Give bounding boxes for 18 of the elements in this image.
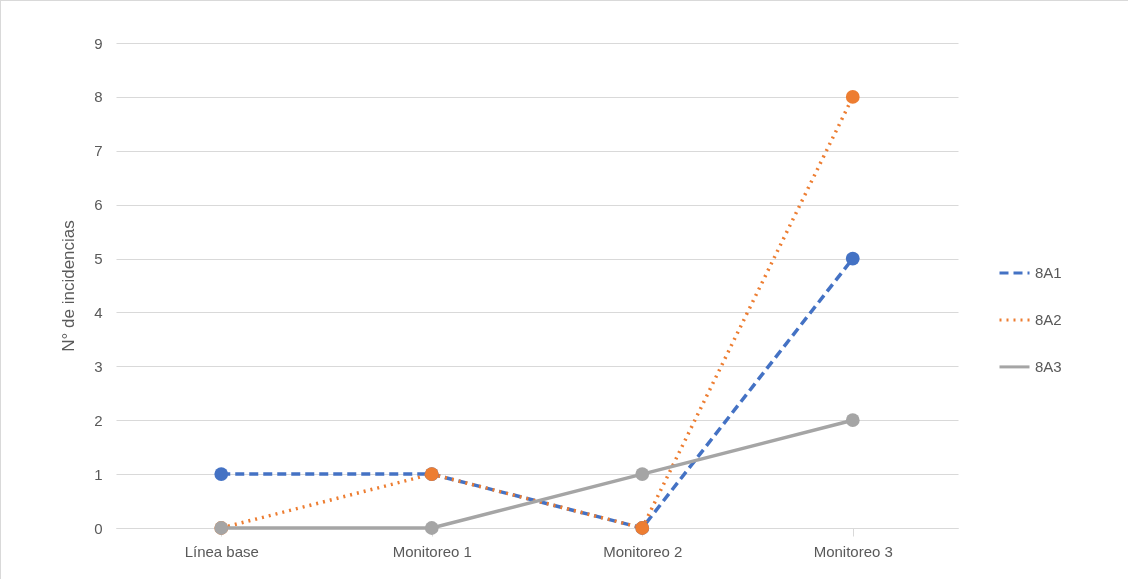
y-tick-label: 4 <box>94 303 103 321</box>
y-tick-label: 6 <box>94 196 103 214</box>
y-tick-label: 8 <box>94 88 103 106</box>
y-axis-title: N° de incidencias <box>59 220 79 352</box>
x-tick-label: Monitoreo 3 <box>813 542 893 560</box>
y-tick-label: 2 <box>94 411 103 429</box>
y-tick-label: 0 <box>94 519 103 537</box>
x-tick-label: Monitoreo 1 <box>392 542 472 560</box>
y-tick-label: 1 <box>94 465 103 483</box>
x-tick-label: Monitoreo 2 <box>603 542 683 560</box>
x-tick-label: Línea base <box>184 542 259 560</box>
y-tick-label: 9 <box>94 34 103 52</box>
legend-label: 8A1 <box>1035 263 1062 281</box>
legend-label: 8A2 <box>1035 310 1062 328</box>
y-tick-label: 3 <box>94 357 103 375</box>
y-tick-label: 5 <box>94 250 103 268</box>
legend-label: 8A3 <box>1035 357 1062 375</box>
y-tick-label: 7 <box>94 142 103 160</box>
